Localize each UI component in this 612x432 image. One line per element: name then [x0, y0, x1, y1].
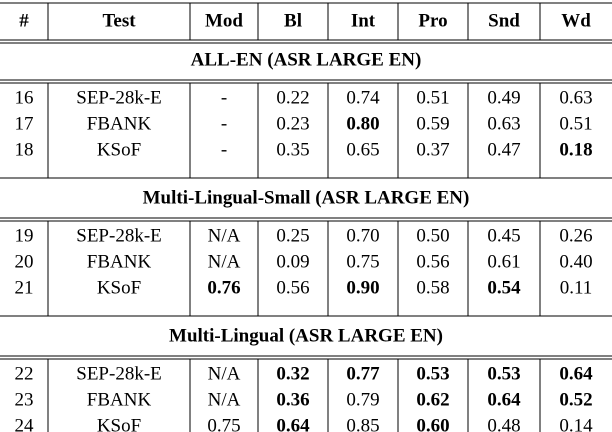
- cell: 17: [15, 113, 34, 134]
- cell: SEP-28k-E: [76, 87, 162, 108]
- cell: KSoF: [97, 415, 141, 432]
- cell: 0.45: [487, 225, 520, 246]
- cell: 18: [15, 139, 34, 160]
- cell: FBANK: [87, 113, 152, 134]
- cell: 16: [15, 87, 34, 108]
- cell: FBANK: [87, 389, 152, 410]
- cell: 0.64: [559, 363, 593, 384]
- cell: SEP-28k-E: [76, 363, 162, 384]
- cell: 0.36: [276, 389, 309, 410]
- cell: 0.37: [416, 139, 449, 160]
- cell: 0.63: [559, 87, 592, 108]
- cell: KSoF: [97, 139, 141, 160]
- cell: KSoF: [97, 277, 141, 298]
- cell: 0.51: [416, 87, 449, 108]
- cell: 0.35: [276, 139, 309, 160]
- cell: 0.60: [416, 415, 449, 432]
- cell: 0.56: [276, 277, 309, 298]
- cell: 0.58: [416, 277, 449, 298]
- cell: 22: [15, 363, 34, 384]
- cell: 0.75: [346, 251, 379, 272]
- cell: N/A: [208, 363, 241, 384]
- cell: 0.64: [487, 389, 521, 410]
- cell: 21: [15, 277, 34, 298]
- cell: 0.14: [559, 415, 593, 432]
- cell: 0.09: [276, 251, 309, 272]
- cell: 0.56: [416, 251, 449, 272]
- cell: SEP-28k-E: [76, 225, 162, 246]
- cell: FBANK: [87, 251, 152, 272]
- cell: 24: [15, 415, 35, 432]
- header-cell: Int: [351, 10, 376, 31]
- cell: N/A: [208, 389, 241, 410]
- cell: 20: [15, 251, 34, 272]
- cell: 0.62: [416, 389, 449, 410]
- cell: 0.70: [346, 225, 379, 246]
- cell: 0.79: [346, 389, 379, 410]
- cell: 0.22: [276, 87, 309, 108]
- cell: 0.54: [487, 277, 521, 298]
- cell: 0.65: [346, 139, 379, 160]
- cell: 0.63: [487, 113, 520, 134]
- cell: 0.32: [276, 363, 309, 384]
- cell: 0.64: [276, 415, 310, 432]
- cell: 0.48: [487, 415, 520, 432]
- section-title: Multi-Lingual-Small (ASR LARGE EN): [143, 187, 470, 208]
- cell: 0.26: [559, 225, 592, 246]
- header-cell: Test: [102, 10, 136, 31]
- cell: 0.11: [560, 277, 593, 298]
- cell: -: [221, 87, 227, 108]
- cell: 0.74: [346, 87, 380, 108]
- cell: 0.47: [487, 139, 520, 160]
- header-cell: Pro: [418, 10, 447, 31]
- cell: -: [221, 113, 227, 134]
- cell: 0.76: [207, 277, 240, 298]
- cell: 0.23: [276, 113, 309, 134]
- cell: 23: [15, 389, 34, 410]
- header-cell: Snd: [488, 10, 520, 31]
- cell: 0.75: [207, 415, 240, 432]
- cell: 0.59: [416, 113, 449, 134]
- cell: 0.40: [559, 251, 592, 272]
- header-cell: Wd: [561, 10, 591, 31]
- cell: 19: [15, 225, 34, 246]
- cell: 0.25: [276, 225, 309, 246]
- cell: 0.90: [346, 277, 379, 298]
- cell: 0.53: [487, 363, 520, 384]
- cell: -: [221, 139, 227, 160]
- section-title: Multi-Lingual (ASR LARGE EN): [169, 325, 443, 346]
- cell: 0.80: [346, 113, 379, 134]
- cell: N/A: [208, 251, 241, 272]
- cell: 0.51: [559, 113, 592, 134]
- section-title: ALL-EN (ASR LARGE EN): [191, 49, 422, 70]
- cell: 0.53: [416, 363, 449, 384]
- cell: 0.85: [346, 415, 379, 432]
- cell: 0.61: [487, 251, 520, 272]
- cell: 0.18: [559, 139, 592, 160]
- header-cell: #: [19, 10, 29, 31]
- header-cell: Bl: [284, 10, 302, 31]
- cell: 0.50: [416, 225, 449, 246]
- header-cell: Mod: [205, 10, 243, 31]
- cell: 0.77: [346, 363, 380, 384]
- cell: 0.52: [559, 389, 592, 410]
- cell: 0.49: [487, 87, 520, 108]
- cell: N/A: [208, 225, 241, 246]
